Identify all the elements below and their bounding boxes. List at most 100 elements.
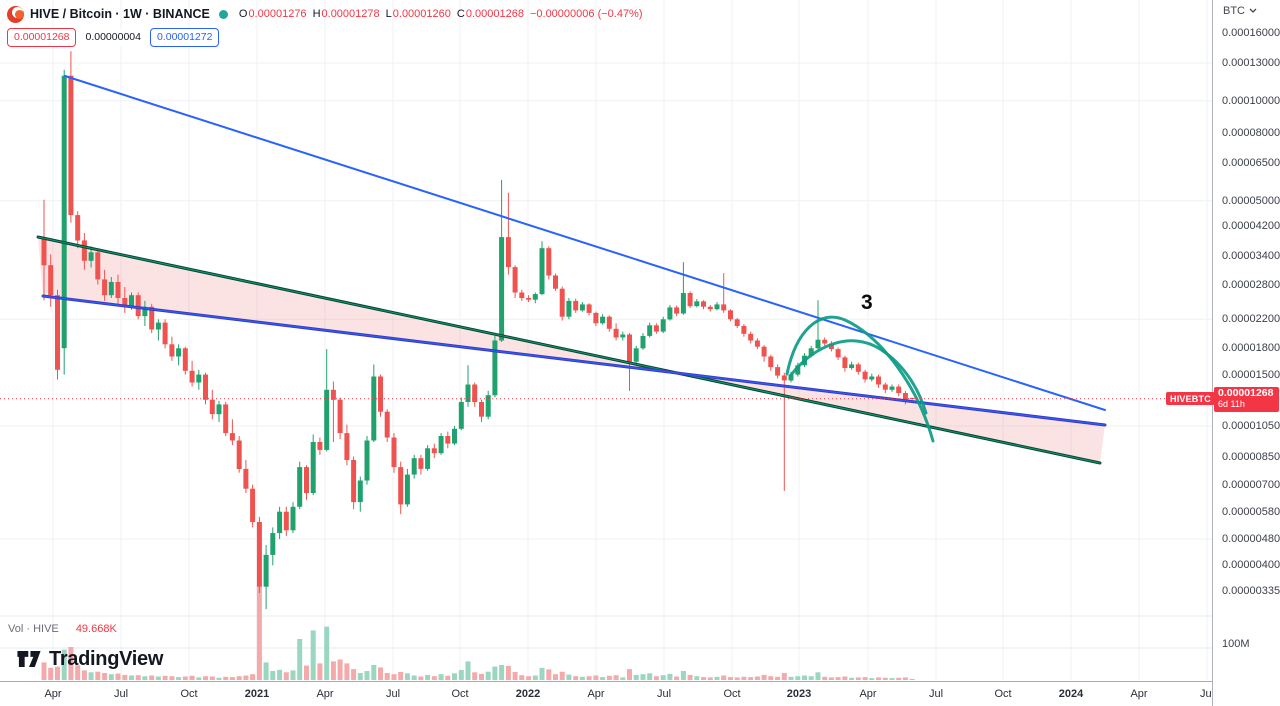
candle-body [822, 339, 828, 344]
candle-body [741, 326, 747, 334]
volume-bar [492, 666, 498, 680]
candle-body [452, 428, 457, 444]
tradingview-watermark[interactable]: TradingView [16, 646, 163, 672]
candle-body [81, 240, 87, 261]
price-tick-label: 0.00001500 [1222, 369, 1280, 381]
symbol-title[interactable]: HIVE / Bitcoin · 1W · BINANCE [30, 7, 210, 21]
projection-arc[interactable] [785, 315, 935, 443]
price-tick-label: 0.00016000 [1222, 27, 1280, 39]
candle-body [317, 442, 323, 450]
price-chip-blue[interactable]: 0.00001272 [149, 28, 220, 47]
volume-bar [88, 672, 94, 680]
candle-body [492, 340, 498, 396]
candle-body [889, 386, 895, 390]
volume-bar [182, 676, 188, 680]
candle-body [627, 334, 632, 362]
volume-bar [263, 662, 269, 680]
projection-arc[interactable] [789, 339, 928, 415]
time-tick-year: 2024 [1058, 688, 1084, 700]
candle-body [162, 322, 168, 345]
candle-body [61, 75, 67, 349]
price-chart-canvas[interactable] [0, 0, 1212, 681]
volume-bar [842, 676, 848, 680]
market-status-dot-icon [218, 9, 228, 19]
volume-bar [882, 677, 888, 680]
volume-bar [418, 676, 424, 680]
symbol-price-line-badge: HIVEBTC [1166, 392, 1215, 405]
time-tick-month: Apr [1130, 688, 1148, 700]
candle-body [75, 215, 81, 241]
candle-body [849, 364, 855, 368]
currency-unit-dropdown[interactable]: BTC [1213, 0, 1280, 21]
volume-bar [75, 665, 81, 680]
price-tick-label: 0.00004200 [1222, 220, 1280, 232]
candle-body [351, 460, 357, 503]
time-tick-month: Jul [928, 688, 944, 700]
volume-bar [802, 675, 807, 680]
volume-bar [102, 673, 108, 680]
price-axis[interactable]: BTC 0.00016000 0.00013000 0.00010000 0.0000… [1212, 0, 1280, 706]
time-tick-month: Oct [994, 688, 1012, 700]
volume-bar [290, 670, 296, 680]
volume-bar [532, 675, 538, 680]
volume-bar [909, 679, 915, 680]
price-chip-red[interactable]: 0.00001268 [7, 28, 77, 47]
volume-bar [155, 676, 161, 680]
volume-indicator-label[interactable]: Vol · HIVE [8, 623, 59, 635]
candle-body [714, 304, 720, 310]
volume-bar [613, 675, 619, 680]
volume-bar [176, 677, 182, 680]
ohlc-close-value: 0.00001268 [465, 8, 524, 20]
volume-bar [169, 676, 175, 680]
candle-body [304, 467, 309, 493]
candle-body [721, 304, 727, 311]
candle-body [828, 343, 834, 349]
price-tick-label: 0.00002200 [1222, 313, 1280, 325]
candle-body [728, 310, 733, 320]
volume-legend: Vol · HIVE 49.668K [8, 623, 117, 635]
candle-body [647, 325, 653, 336]
candle-body [135, 295, 141, 317]
candle-body [606, 316, 612, 329]
candle-body [398, 467, 404, 505]
time-tick-year: 2023 [786, 688, 812, 700]
candle-body [357, 480, 363, 503]
tradingview-logo-icon [17, 651, 41, 667]
volume-bar [876, 677, 881, 680]
volume-bar [216, 677, 222, 680]
candle-body [566, 300, 572, 317]
volume-bar [431, 676, 437, 680]
volume-bar [519, 675, 525, 680]
candle-body [768, 356, 774, 368]
candle-body [263, 554, 269, 587]
volume-bar [593, 675, 599, 680]
volume-bar [869, 678, 875, 680]
candle-body [620, 334, 626, 338]
price-tick-label: 0.00005000 [1222, 195, 1280, 207]
time-tick-month: Jul [656, 688, 672, 700]
candle-body [505, 237, 511, 268]
time-tick-month: Apr [587, 688, 605, 700]
wave-3-annotation[interactable]: 3 [861, 291, 873, 314]
price-tick-label: 0.00008000 [1222, 127, 1280, 139]
candle-body [236, 440, 242, 469]
candle-body [337, 399, 343, 433]
candle-body [458, 402, 464, 429]
volume-bar [768, 676, 774, 680]
volume-bar [398, 672, 404, 680]
candle-body [586, 304, 592, 313]
candle-body [55, 295, 60, 370]
volume-bar [122, 674, 128, 680]
candle-body [418, 458, 424, 469]
candle-body [391, 437, 397, 468]
last-price-value: 0.00001268 [1218, 387, 1274, 399]
candle-body [660, 319, 666, 332]
change-value: −0.00000006 (−0.47%) [529, 8, 643, 20]
last-price-label: 0.00001268 6d 11h [1214, 387, 1279, 412]
volume-bar [902, 677, 908, 680]
currency-unit-label: BTC [1223, 4, 1245, 17]
candle-body [707, 306, 713, 310]
volume-bar [835, 677, 841, 680]
time-axis[interactable]: Apr Jul Oct 2021 Apr Jul Oct 2022 Apr Jul Oct 2023 A… [0, 681, 1280, 706]
